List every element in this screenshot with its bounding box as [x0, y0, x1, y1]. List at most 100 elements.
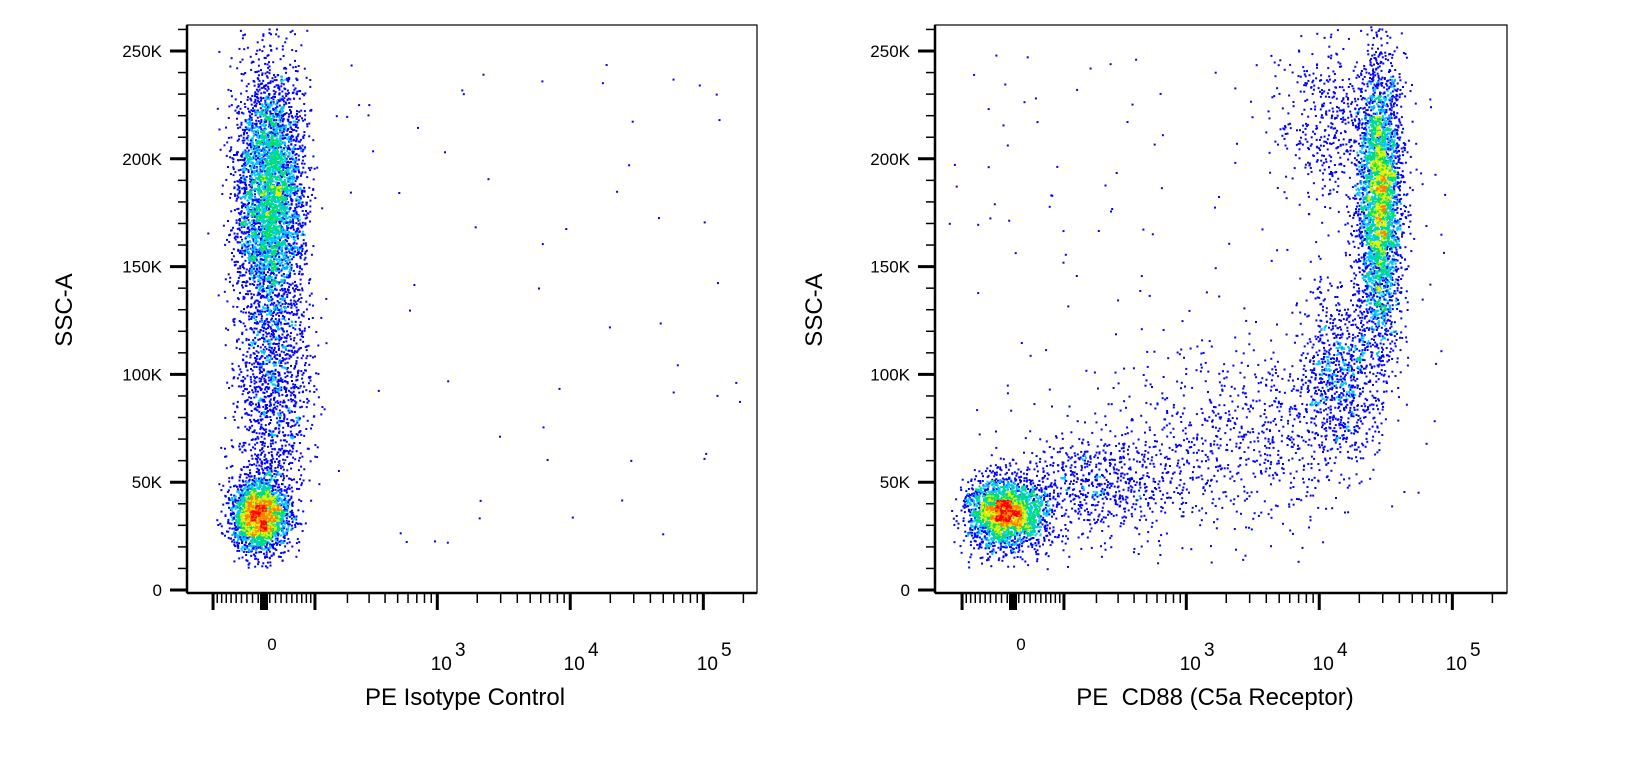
event-dot [242, 547, 244, 549]
event-dot [280, 125, 282, 127]
event-dot [282, 166, 284, 168]
event-dot [286, 418, 288, 420]
event-dot [242, 376, 244, 378]
event-dot [291, 380, 293, 382]
event-dot [236, 406, 238, 408]
event-dot [282, 227, 284, 229]
event-dot [301, 173, 303, 175]
event-dot [290, 371, 292, 373]
event-dot [301, 117, 303, 119]
event-dot [284, 551, 286, 553]
event-dot [284, 88, 286, 90]
event-dot [248, 391, 250, 393]
event-dot [318, 483, 320, 485]
event-dot [282, 45, 284, 47]
event-dot [254, 439, 256, 441]
event-dot [277, 400, 279, 402]
event-dot [222, 185, 224, 187]
event-dot [250, 354, 252, 356]
event-dot [271, 451, 273, 453]
event-dot [301, 456, 303, 458]
event-dot [302, 374, 304, 376]
event-dot [289, 266, 291, 268]
event-dot [298, 392, 300, 394]
event-dot [282, 49, 284, 51]
event-dot [293, 270, 295, 272]
event-dot [282, 107, 284, 109]
event-dot [252, 146, 254, 148]
event-dot [283, 106, 285, 108]
event-dot [292, 448, 294, 450]
event-dot [309, 295, 311, 297]
event-dot [292, 383, 294, 385]
event-dot [291, 165, 293, 167]
event-dot [257, 41, 259, 43]
event-dot [261, 384, 263, 386]
event-dot [256, 459, 258, 461]
event-dot [274, 355, 276, 357]
event-dot [303, 239, 305, 241]
event-dot [236, 486, 238, 488]
event-dot [243, 484, 245, 486]
event-dot [292, 222, 294, 224]
event-dot [219, 523, 221, 525]
event-dot [257, 457, 259, 459]
event-dot [268, 151, 270, 153]
event-dot [294, 458, 296, 460]
event-dot [305, 522, 307, 524]
event-dot [288, 204, 290, 206]
event-dot [296, 177, 298, 179]
event-dot [299, 145, 301, 147]
event-dot [291, 203, 293, 205]
event-dot [295, 70, 297, 72]
event-dot [266, 360, 268, 362]
event-dot [258, 352, 260, 354]
event-dot [293, 210, 295, 212]
event-dot [240, 101, 242, 103]
event-dot [277, 452, 279, 454]
event-dot [313, 415, 315, 417]
event-dot [261, 110, 263, 112]
event-dot [294, 518, 296, 520]
event-dot [260, 465, 262, 467]
event-dot [616, 191, 618, 193]
event-dot [281, 500, 283, 502]
event-dot [294, 526, 296, 528]
event-dot [278, 293, 280, 295]
event-dot [250, 397, 252, 399]
event-dot [284, 323, 286, 325]
event-dot [291, 462, 293, 464]
event-dot [248, 245, 250, 247]
event-dot [275, 542, 277, 544]
event-dot [278, 464, 280, 466]
event-dot [255, 53, 257, 55]
event-dot [259, 406, 261, 408]
event-dot [269, 289, 271, 291]
event-dot [237, 271, 239, 273]
event-dot [251, 464, 253, 466]
event-dot [305, 428, 307, 430]
event-dot [297, 188, 299, 190]
event-dot [249, 385, 251, 387]
event-dot [253, 81, 255, 83]
event-dot [248, 150, 250, 152]
event-dot [279, 354, 281, 356]
event-dot [237, 544, 239, 546]
event-dot [291, 115, 293, 117]
event-dot [255, 381, 257, 383]
event-dot [278, 318, 280, 320]
event-dot [269, 340, 271, 342]
event-dot [289, 176, 291, 178]
event-dot [264, 434, 266, 436]
event-dot [265, 424, 267, 426]
event-dot [293, 478, 295, 480]
event-dot [273, 380, 275, 382]
event-dot [271, 324, 273, 326]
event-dot [236, 200, 238, 202]
event-dot [244, 486, 246, 488]
event-dot [283, 104, 285, 106]
event-dot [229, 527, 231, 529]
event-dot [227, 521, 229, 523]
event-dot [239, 476, 241, 478]
event-dot [237, 401, 239, 403]
